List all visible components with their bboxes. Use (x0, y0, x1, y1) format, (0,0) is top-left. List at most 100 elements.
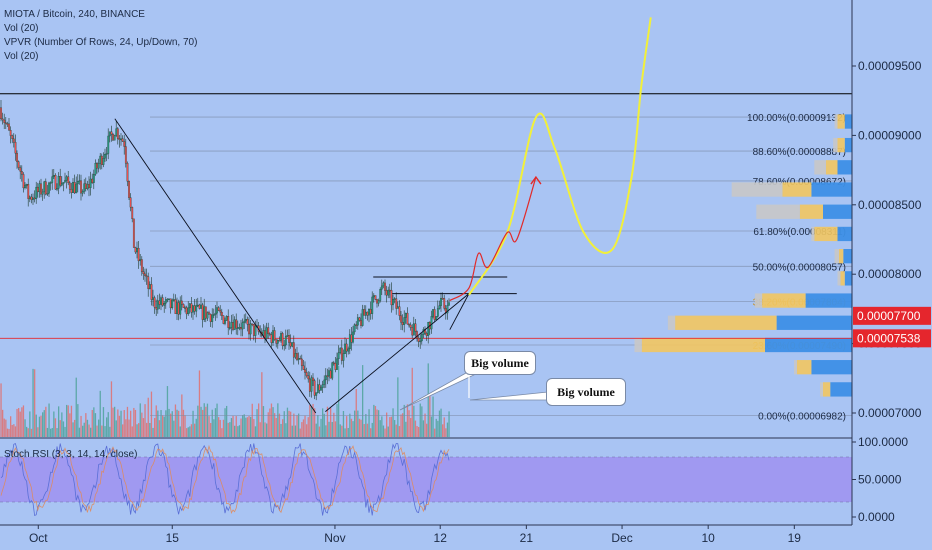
candle-body (62, 182, 65, 184)
volume-bar (109, 426, 111, 437)
trendline[interactable] (114, 118, 317, 414)
candle-body (3, 119, 6, 123)
candle-body (347, 348, 350, 352)
volume-bar (134, 409, 137, 437)
vp-up-bar (811, 182, 852, 197)
stoch-rsi-d-line (0, 444, 450, 514)
volume-bar (280, 423, 282, 437)
volume-bar (85, 413, 87, 437)
volume-bar (274, 413, 276, 437)
candle-body (113, 135, 116, 141)
candle-body (140, 259, 143, 272)
callout-pointer-2 (469, 391, 549, 401)
candle-body (163, 303, 166, 306)
volume-bar (301, 422, 303, 437)
volume-bar (298, 413, 300, 437)
volume-bar (75, 377, 77, 437)
trendlines[interactable] (114, 118, 517, 414)
big-volume-callout-1[interactable]: Big volume (464, 351, 536, 375)
candle-body (81, 191, 84, 194)
volume-bar (187, 427, 189, 437)
volume-bar (266, 423, 268, 437)
volume-bar (35, 414, 37, 437)
candle-body (155, 307, 158, 310)
price-badge[interactable] (853, 329, 931, 348)
candle-body (169, 298, 172, 309)
candle-body (388, 289, 391, 292)
candle-body (299, 357, 302, 360)
volume-bar (96, 425, 98, 437)
candle-body (97, 163, 100, 169)
volume-bar (422, 420, 425, 437)
candle-body (316, 384, 319, 393)
vp-neutral-bar (833, 137, 838, 153)
volume-bar (376, 409, 378, 437)
fib-label: 0.00%(0.00006982) (758, 411, 846, 422)
forecast-red-path[interactable] (449, 176, 537, 302)
trendline[interactable] (325, 293, 470, 412)
volume-bar (123, 410, 125, 437)
volume-bar (318, 426, 321, 437)
candle-body (241, 322, 244, 330)
volume-bar (86, 419, 89, 437)
volume-bar (194, 423, 196, 437)
volume-bar (13, 424, 15, 437)
candle-body (417, 338, 420, 342)
volume-bar (338, 365, 340, 437)
candle-body (363, 309, 366, 316)
price-badge[interactable] (853, 306, 931, 325)
candle-body (65, 176, 68, 181)
candle-body (124, 146, 127, 164)
candle-body (300, 358, 303, 366)
volume-bar (363, 424, 365, 437)
volume-bar (101, 425, 103, 437)
candlesticks (0, 99, 450, 401)
candle-body (446, 305, 449, 314)
volume-bar (125, 419, 127, 437)
volume-bar (93, 407, 95, 437)
volume-bar (418, 427, 420, 437)
candle-body (9, 130, 12, 136)
volume-bar (42, 412, 44, 437)
volume-bar (192, 410, 194, 437)
candle-body (345, 343, 348, 352)
candle-body (228, 327, 231, 329)
big-volume-callout-2[interactable]: Big volume (546, 378, 626, 406)
forecast-yellow-path[interactable] (468, 17, 652, 296)
candle-body (94, 163, 97, 175)
volume-bar (213, 419, 215, 437)
candle-body (364, 311, 367, 316)
volume-bar (152, 427, 154, 437)
volume-bar (77, 404, 79, 437)
volume-bar (163, 416, 165, 437)
candle-body (276, 340, 279, 344)
forecast-paths[interactable] (449, 17, 652, 302)
volume-bar (66, 404, 68, 437)
candle-body (211, 314, 214, 322)
volume-bar (154, 418, 156, 437)
candle-body (385, 290, 388, 296)
trendline[interactable] (449, 293, 470, 330)
candle-body (416, 331, 418, 339)
candle-body (128, 181, 130, 198)
candle-body (318, 384, 321, 391)
volume-bar (142, 418, 145, 437)
volume-bar (211, 409, 213, 437)
volume-bar (91, 409, 93, 437)
indicator-vol-2: Vol (20) (4, 51, 39, 62)
candle-body (121, 138, 124, 142)
volume-bar (294, 425, 297, 437)
volume-bar (53, 411, 55, 437)
horizontal-lines[interactable] (0, 93, 852, 339)
candle-body (96, 163, 98, 169)
callout-pointer-1 (399, 372, 479, 411)
vp-neutral-bar (834, 249, 839, 264)
candle-body (305, 372, 308, 376)
volume-bar (165, 410, 167, 437)
volume-bar (203, 403, 205, 437)
volume-bar (382, 425, 385, 437)
candle-body (443, 298, 446, 309)
candle-body (46, 192, 49, 195)
candle-body (377, 300, 380, 304)
